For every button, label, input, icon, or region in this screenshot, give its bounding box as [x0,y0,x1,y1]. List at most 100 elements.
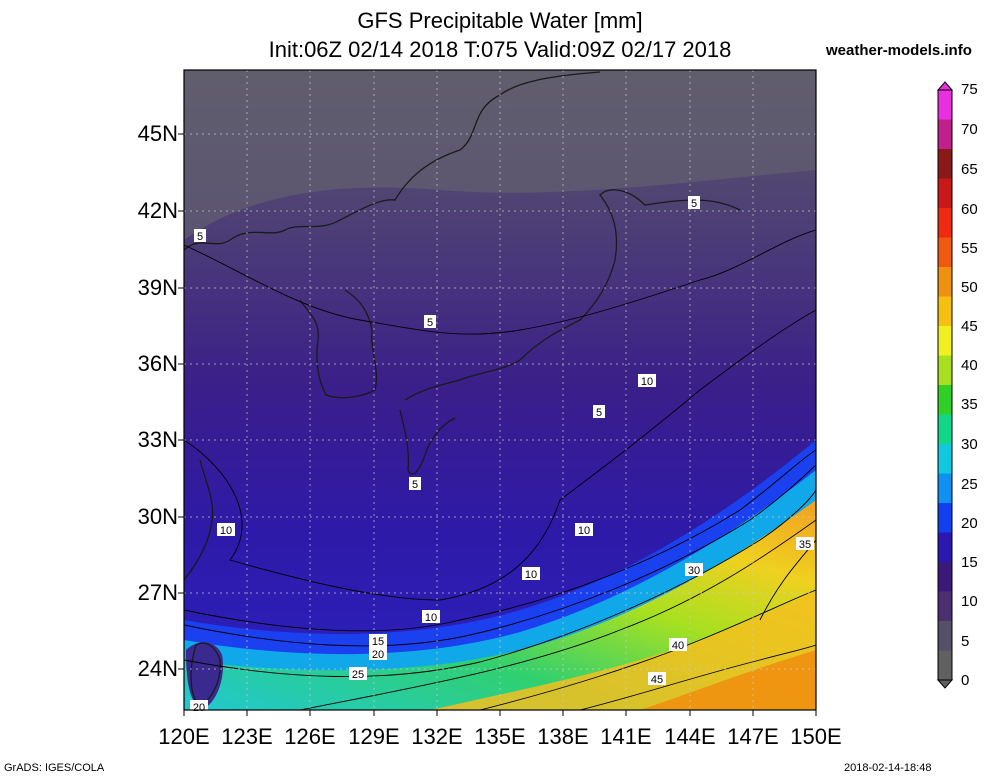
lon-label: 126E [284,724,336,749]
coastlines [184,71,741,706]
contour-label: 20 [372,649,384,661]
colorbar-label: 40 [961,357,978,374]
footer-credit: GrADS: IGES/COLA [4,762,105,774]
contour-label: 5 [427,317,433,329]
lat-label: 39N [137,275,178,300]
contour-label-box [669,638,687,651]
highest-water-region [640,650,816,710]
colorbar-label: 10 [961,593,978,610]
colorbar-label: 20 [961,515,978,532]
lat-label: 36N [137,351,178,376]
lat-label: 27N [137,580,178,605]
lon-label: 141E [600,724,652,749]
colorbar-max-arrow [936,81,954,91]
taiwan-coastline [190,642,221,706]
contour-5 [184,229,816,335]
contour-15 [184,449,816,632]
contour-label: 5 [412,479,418,491]
colorbar-label: 50 [961,279,978,296]
colorbar-label: 55 [961,240,978,257]
contour-label-box [638,374,656,387]
colorbar-frame [937,89,953,681]
contour-label: 20 [193,702,205,714]
colorbar-label: 25 [961,476,978,493]
contour-label-box [369,634,387,647]
contour-label-box [688,196,700,209]
colorbar-label: 35 [961,396,978,413]
lon-label: 120E [158,724,210,749]
japan-coastline [404,189,741,401]
contour-label: 5 [596,407,602,419]
lon-label: 129E [348,724,400,749]
korea-coastline [299,289,378,399]
contour-label: 5 [197,231,203,243]
contour-label-box [685,563,703,576]
colorbar-label: 65 [961,161,978,178]
contour-label: 25 [352,669,364,681]
colorbar-segment [938,385,952,415]
colorbar-label: 70 [961,121,978,138]
contour-label-box [796,537,814,550]
contour-label-box [422,610,440,623]
footer-timestamp: 2018-02-14-18:48 [844,762,932,774]
contour-label: 35 [799,539,811,551]
colorbar-segment [938,178,952,209]
contour-label: 10 [425,612,437,624]
lat-label: 33N [137,427,178,452]
lat-label: 42N [137,198,178,223]
tick-marks [178,133,817,716]
lon-label: 138E [537,724,589,749]
contour-label: 40 [672,640,684,652]
contour-label: 10 [578,525,590,537]
contour-label: 45 [651,674,663,686]
colorbar-label: 45 [961,318,978,335]
colorbar-label: 5 [961,633,970,650]
contour-label-box [409,477,421,490]
colorbar-segment [938,326,952,356]
colorbar-segment [938,296,952,327]
contour-label-box [369,647,387,660]
chart-subtitle: Init:06Z 02/14 2018 T:075 Valid:09Z 02/1… [268,37,732,62]
colorbar-segment [938,532,952,563]
contour-label: 10 [220,525,232,537]
contour-30 [299,519,816,710]
contour-25 [184,489,816,678]
contour-label-box [593,405,605,418]
colorbar-segment [938,473,952,504]
contour-label: 10 [641,376,653,388]
colorbar-label: 15 [961,554,978,571]
lat-label: 24N [137,656,178,681]
contour-45 [579,644,816,710]
lat-label: 30N [137,504,178,529]
chart-title: GFS Precipitable Water [mm] [357,8,643,33]
colorbar-segment [938,119,952,150]
lon-label: 150E [790,724,842,749]
colorbar-segment [938,591,952,622]
contour-label: 15 [372,636,384,648]
contour-label-box [349,667,367,680]
contour-40 [479,589,816,710]
field-layer [184,70,816,710]
colorbar-segment [938,237,952,268]
high-water-region [430,590,816,710]
colorbar-segment [938,562,952,592]
colorbar-label: 0 [961,672,970,689]
contour-label-box [648,672,666,685]
contour-20 [184,464,816,647]
lon-label: 135E [474,724,526,749]
contour-label-box [522,567,540,580]
colorbar-segment [938,621,952,651]
graticule [184,70,816,710]
colorbar [936,81,954,689]
contour-label: 30 [688,565,700,577]
colorbar-label: 75 [961,81,978,98]
colorbar-min-arrow [936,679,954,689]
colorbar-segment [938,355,952,386]
contour-label: 5 [691,198,697,210]
lat-label: 45N [137,121,178,146]
contours [184,229,816,710]
contour-label-box [575,523,593,536]
colorbar-segment [938,414,952,445]
